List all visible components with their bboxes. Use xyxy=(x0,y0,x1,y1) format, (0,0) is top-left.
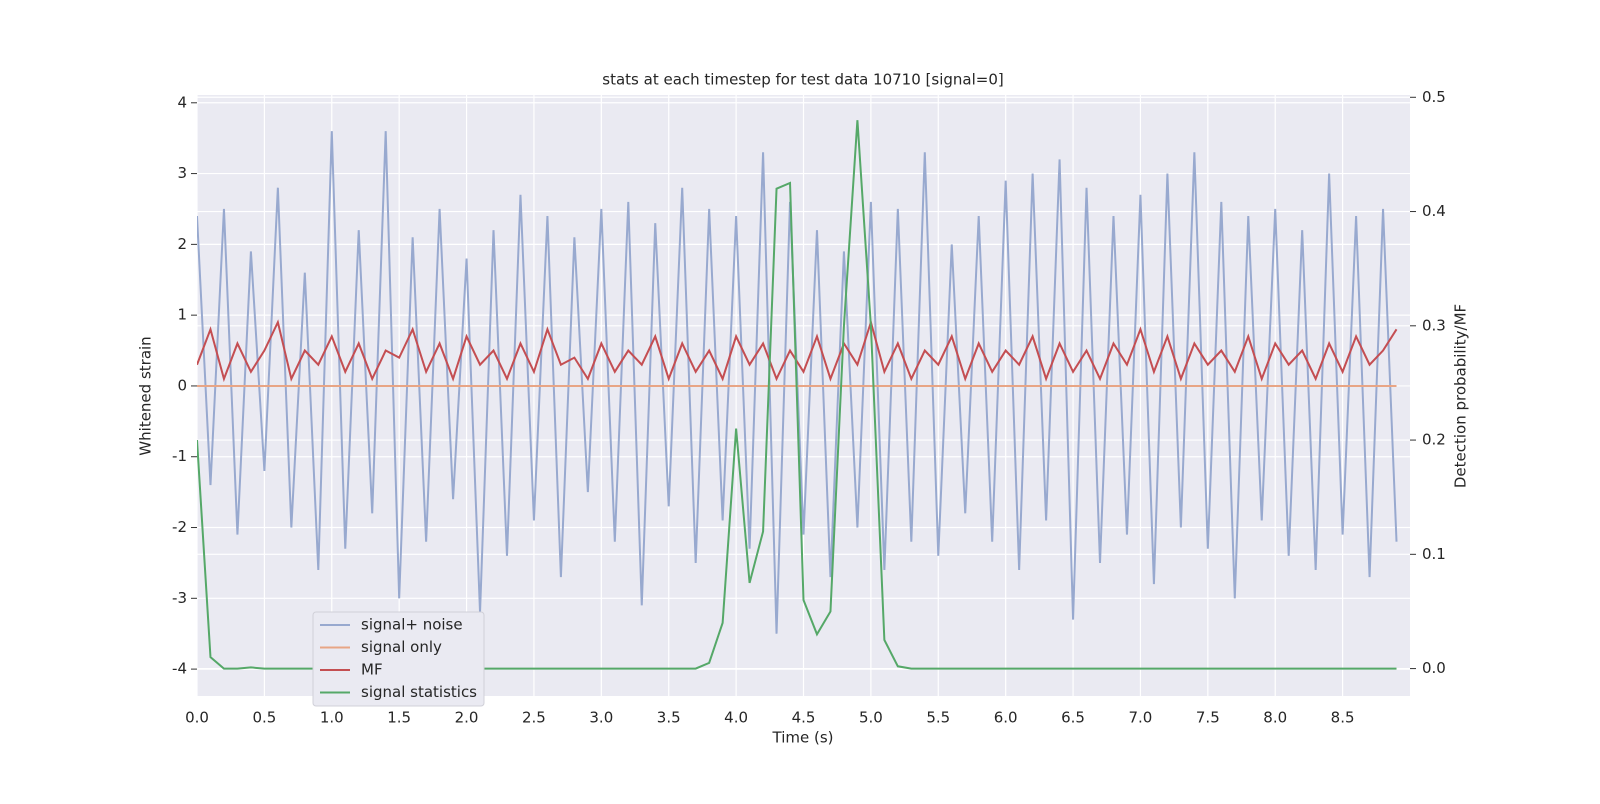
y2-axis-label: Detection probability/MF xyxy=(1452,304,1470,488)
x-tick-label: 3.0 xyxy=(589,709,613,727)
y-tick-label: 3 xyxy=(177,164,187,182)
y-tick-label: -4 xyxy=(172,660,187,678)
x-tick-label: 2.5 xyxy=(522,709,546,727)
x-tick-label: 8.5 xyxy=(1331,709,1355,727)
x-tick-label: 4.0 xyxy=(724,709,748,727)
y-tick-label: -3 xyxy=(172,589,187,607)
x-tick-label: 0.0 xyxy=(185,709,209,727)
legend-box xyxy=(312,611,485,707)
x-tick-label: 1.0 xyxy=(320,709,344,727)
legend-label: signal statistics xyxy=(361,683,477,701)
y2-tick-label: 0.5 xyxy=(1422,88,1446,106)
x-tick-label: 7.5 xyxy=(1196,709,1220,727)
x-tick-label: 6.0 xyxy=(994,709,1018,727)
y-tick-label: -2 xyxy=(172,518,187,536)
x-tick-label: 5.5 xyxy=(926,709,950,727)
x-tick-label: 4.5 xyxy=(792,709,816,727)
y2-tick-label: 0.2 xyxy=(1422,431,1446,449)
legend-label: signal+ noise xyxy=(361,616,463,634)
y-tick-label: 2 xyxy=(177,235,187,253)
y-tick-label: 1 xyxy=(177,306,187,324)
y2-tick-label: 0.4 xyxy=(1422,202,1446,220)
y2-tick-label: 0.3 xyxy=(1422,316,1446,334)
y-tick-label: -1 xyxy=(172,447,187,465)
chart-title: stats at each timestep for test data 107… xyxy=(602,71,1003,89)
legend-label: signal only xyxy=(361,638,442,656)
y-tick-label: 4 xyxy=(177,93,187,111)
y-tick-label: 0 xyxy=(177,376,187,394)
x-tick-label: 5.0 xyxy=(859,709,883,727)
x-tick-label: 0.5 xyxy=(252,709,276,727)
y-axis-label: Whitened strain xyxy=(137,336,155,455)
x-tick-label: 3.5 xyxy=(657,709,681,727)
y2-tick-label: 0.0 xyxy=(1422,659,1446,677)
x-tick-label: 7.0 xyxy=(1129,709,1153,727)
x-tick-label: 6.5 xyxy=(1061,709,1085,727)
legend-label: MF xyxy=(361,661,383,679)
y2-tick-label: 0.1 xyxy=(1422,545,1446,563)
x-tick-label: 8.0 xyxy=(1263,709,1287,727)
x-axis-label: Time (s) xyxy=(772,729,834,747)
x-tick-label: 1.5 xyxy=(387,709,411,727)
x-tick-label: 2.0 xyxy=(455,709,479,727)
